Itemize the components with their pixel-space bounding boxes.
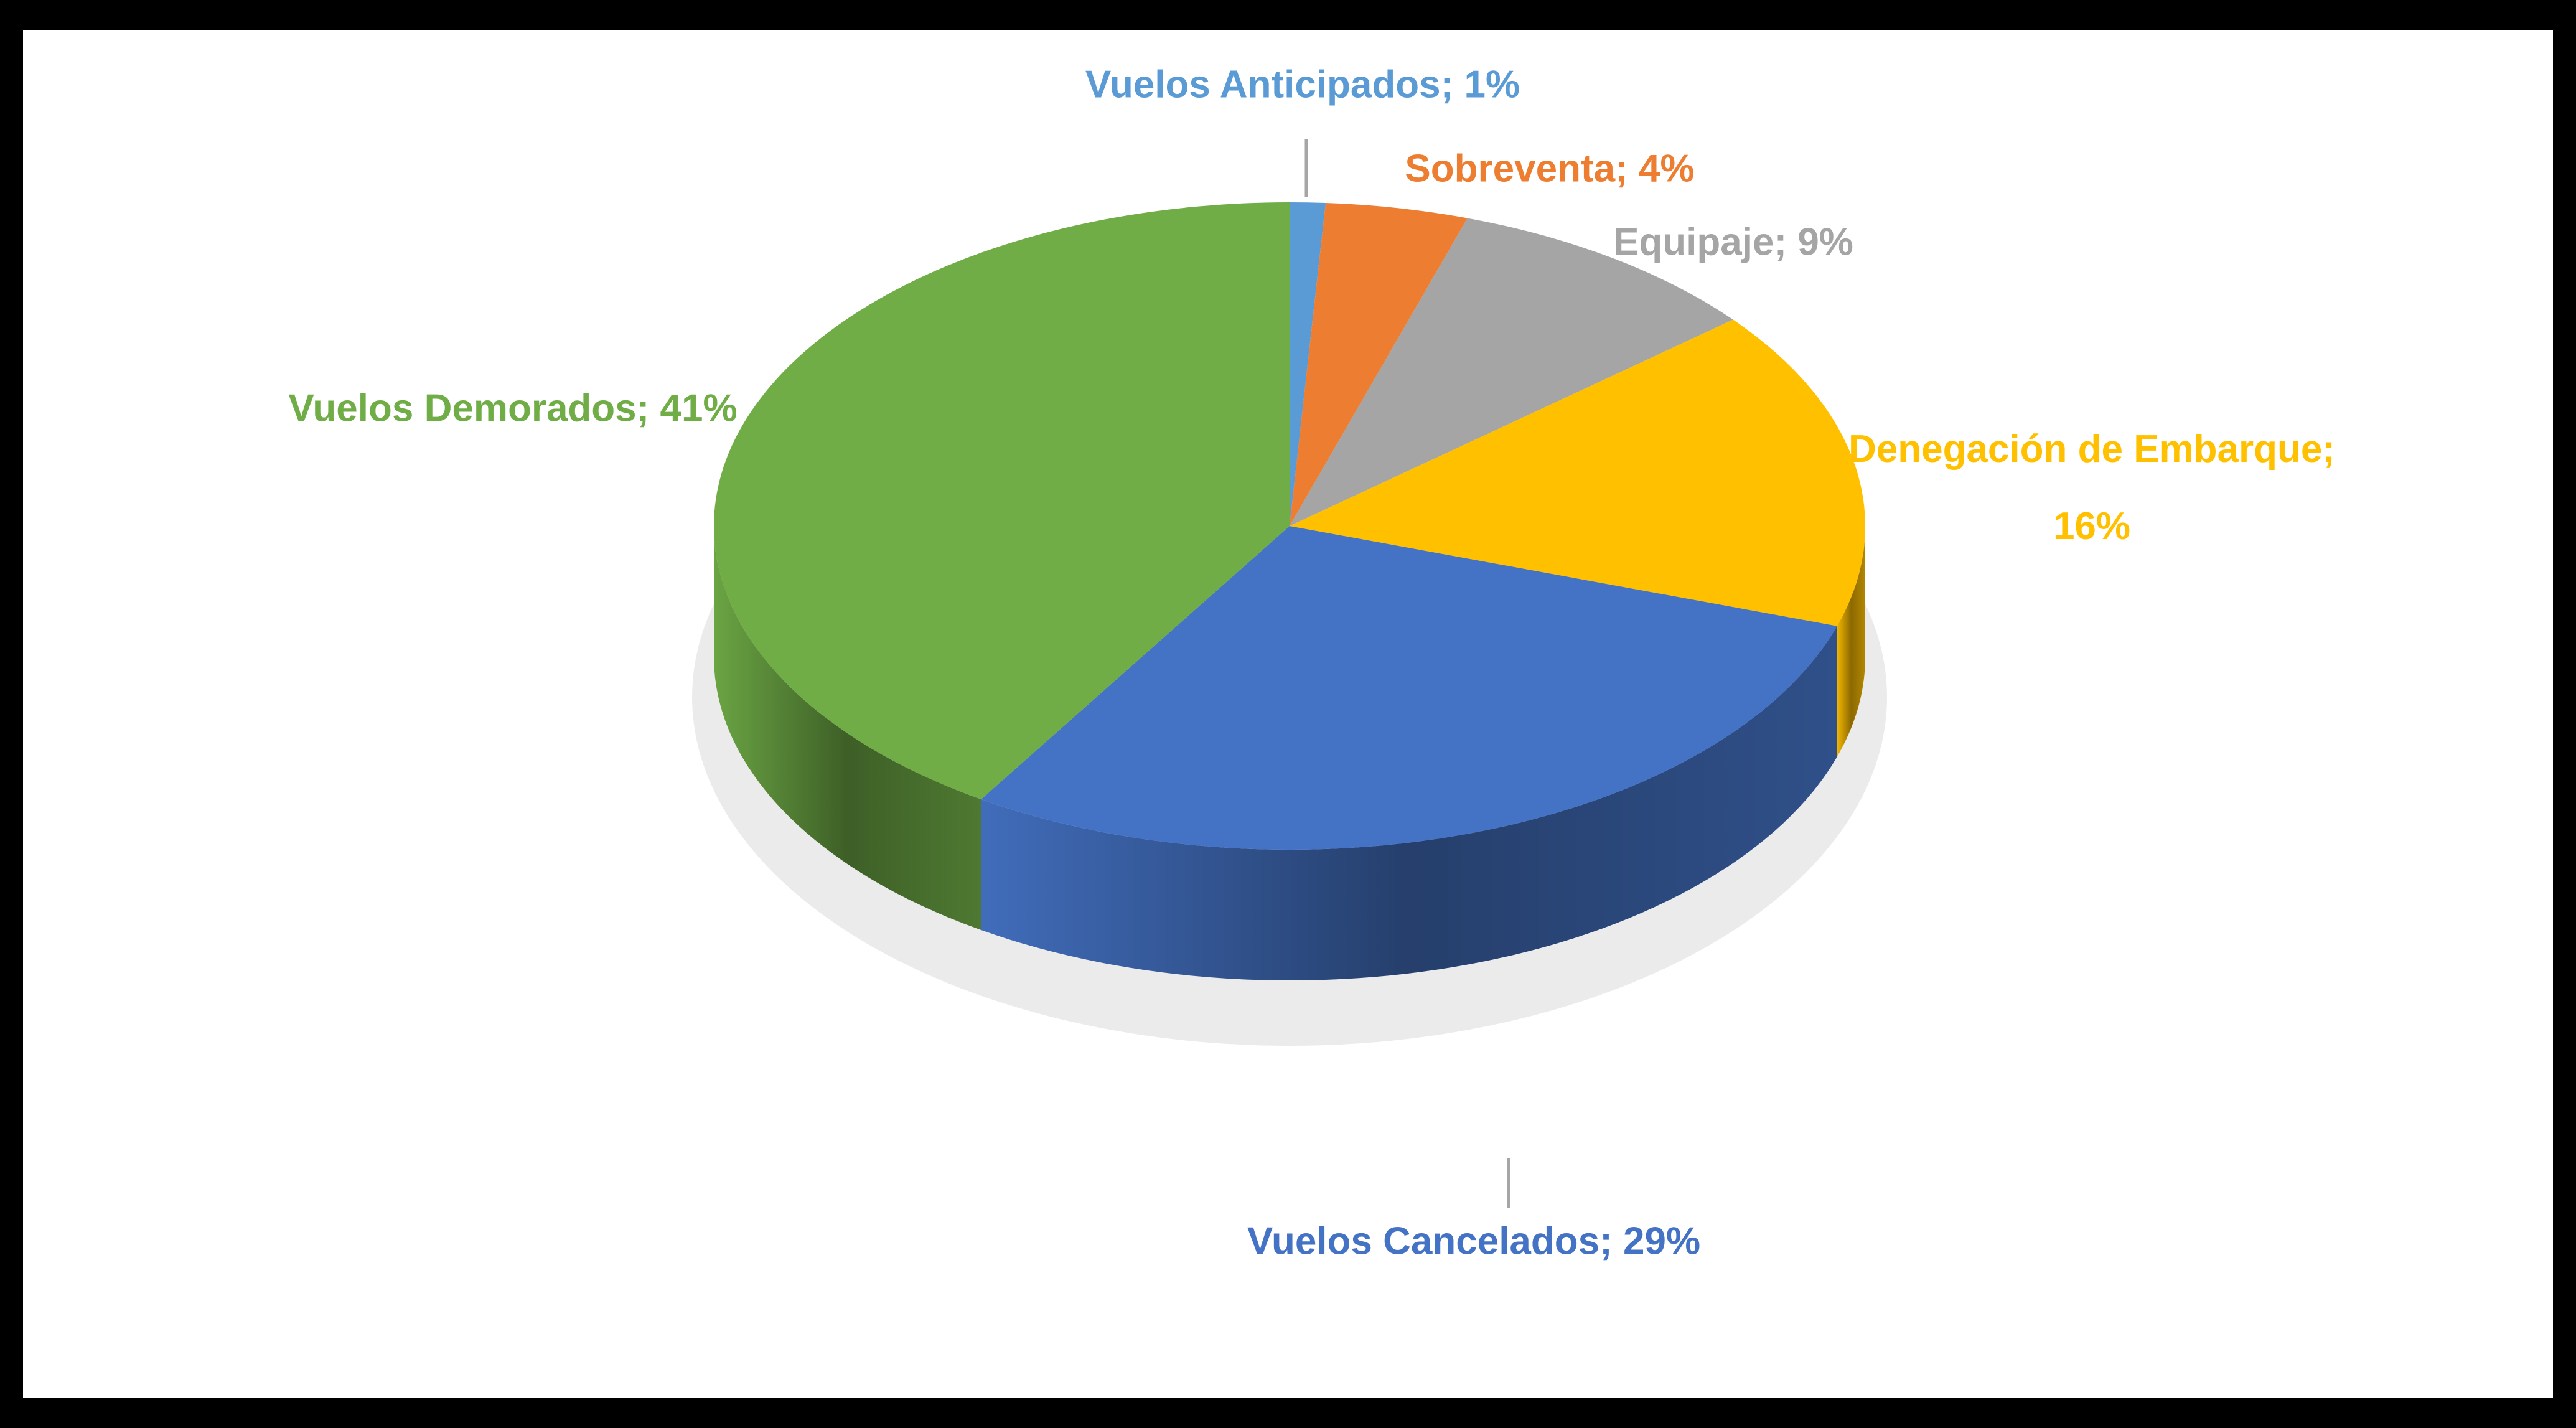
slice-side-shade [981,626,1837,981]
slice [714,202,1290,800]
data-label: Sobreventa; 4% [1405,147,1694,190]
slice-side-shade [1837,526,1865,757]
slice [1290,203,1468,526]
data-label: Vuelos Anticipados; 1% [1085,63,1520,106]
data-label: Vuelos Cancelados; 29% [1247,1219,1700,1262]
slice [1290,218,1733,526]
data-label: Equipaje; 9% [1613,220,1853,263]
slice-side-shade [714,526,981,931]
slice [1290,202,1326,526]
slice [1290,319,1865,626]
data-label: Denegación de Embarque; 16% [1848,428,2335,548]
data-label: Vuelos Demorados; 41% [288,387,737,430]
slice [981,526,1837,850]
